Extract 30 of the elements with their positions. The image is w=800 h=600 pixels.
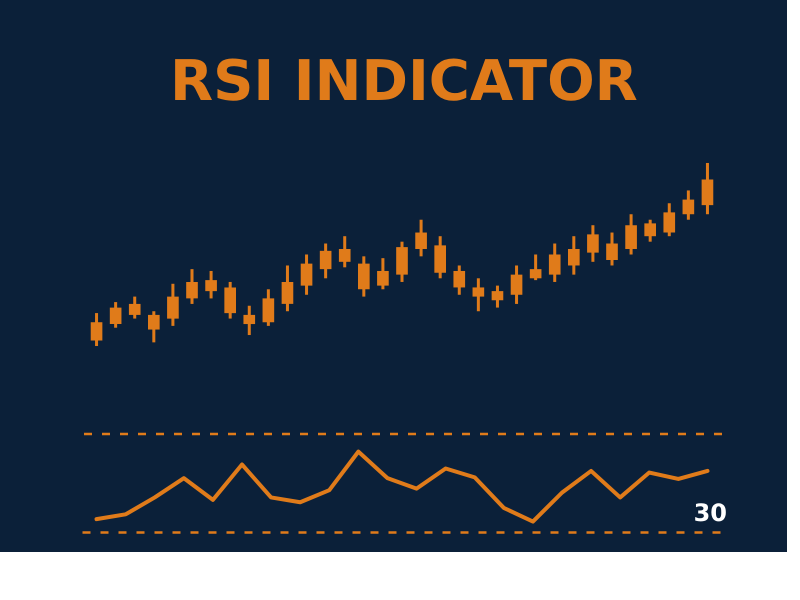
candlestick bbox=[415, 220, 427, 256]
candlestick bbox=[110, 302, 122, 328]
candlestick bbox=[644, 220, 656, 242]
candlestick bbox=[148, 311, 160, 342]
candlestick bbox=[243, 306, 256, 336]
candlestick bbox=[128, 296, 141, 319]
candlestick bbox=[320, 244, 332, 278]
candlestick bbox=[606, 232, 618, 266]
candlestick bbox=[587, 225, 599, 262]
chart-title: RSI INDICATOR bbox=[170, 49, 638, 114]
candlestick bbox=[205, 270, 217, 298]
candlestick bbox=[377, 258, 389, 290]
candlestick bbox=[186, 269, 198, 304]
candlestick bbox=[90, 313, 102, 346]
candlestick bbox=[682, 190, 694, 220]
annotation: 30 bbox=[694, 499, 727, 527]
candlestick bbox=[568, 236, 580, 275]
candlestick bbox=[510, 265, 522, 304]
candlestick bbox=[625, 214, 637, 254]
candlestick bbox=[282, 265, 294, 312]
candlestick bbox=[663, 203, 676, 236]
candlestick bbox=[167, 284, 179, 326]
candlestick bbox=[472, 278, 484, 312]
candlestick bbox=[548, 244, 561, 282]
candlestick bbox=[262, 289, 274, 326]
candlestick bbox=[453, 265, 466, 295]
candlestick bbox=[530, 254, 542, 280]
candlestick bbox=[492, 286, 504, 308]
candlestick bbox=[338, 236, 351, 268]
candlestick bbox=[300, 254, 312, 295]
